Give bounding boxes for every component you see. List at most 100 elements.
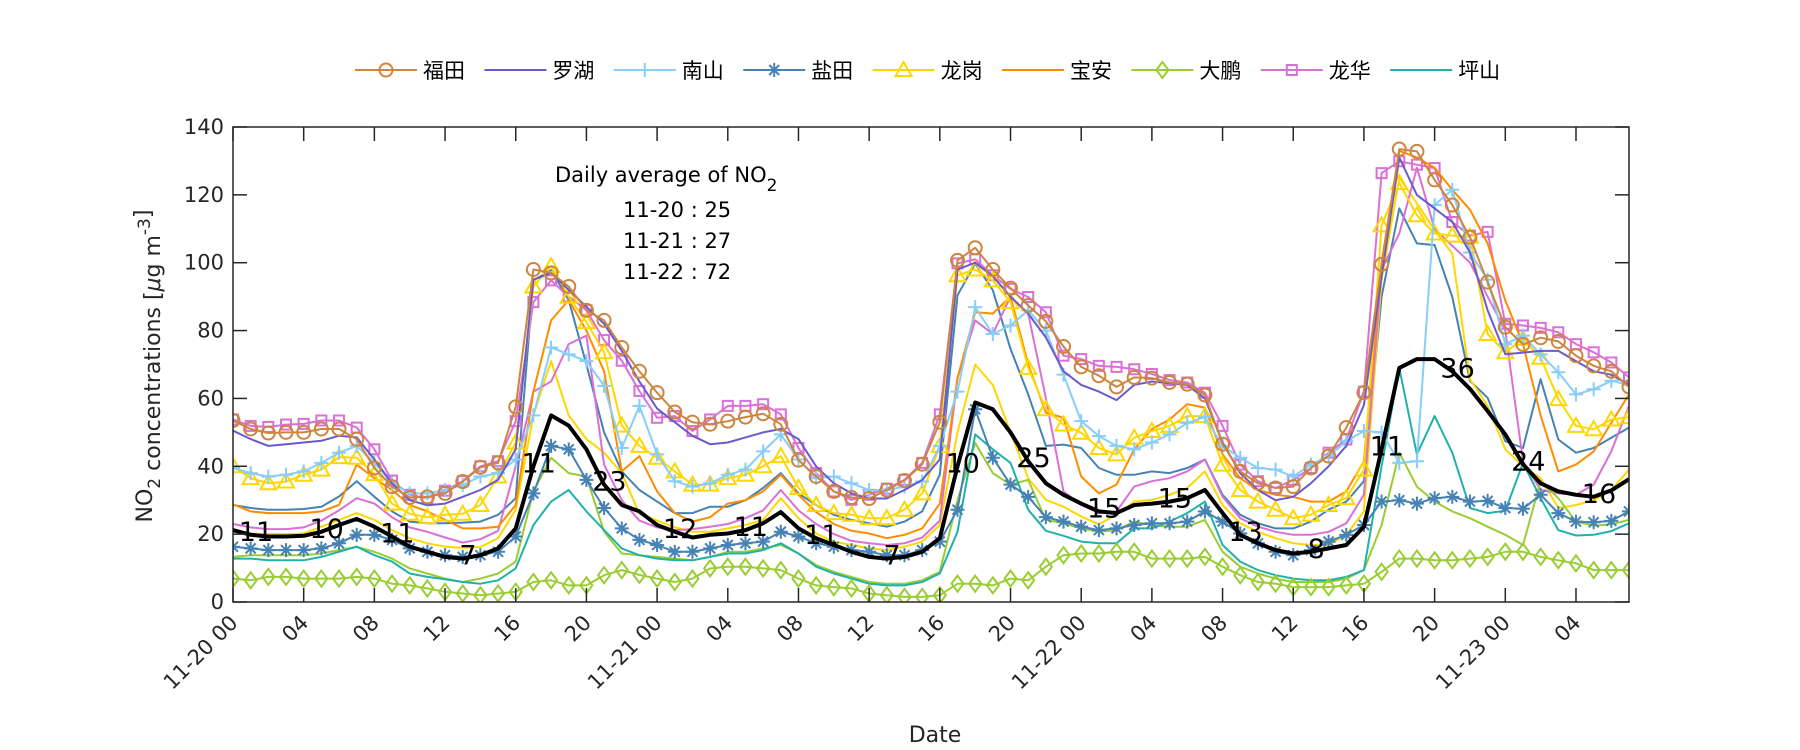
series-3-point — [809, 536, 824, 551]
series-7-point — [1552, 326, 1565, 339]
y-tick-label: 80 — [197, 319, 224, 343]
series-0-point — [596, 312, 612, 328]
series-3-point — [1498, 501, 1513, 516]
series-6-point — [261, 567, 276, 587]
series-4-point — [311, 459, 332, 477]
series-4-point — [488, 466, 508, 484]
series-0-point — [1621, 379, 1629, 395]
series-2-point — [1586, 382, 1601, 397]
series-4-line — [233, 182, 1629, 520]
legend-item: 坪山 — [1390, 59, 1500, 83]
series-2-point — [1604, 373, 1619, 388]
series-3-point — [1462, 494, 1477, 509]
x-tick-label: 11-23 00 — [1431, 611, 1515, 695]
series-6-point — [1498, 542, 1513, 562]
series-4-point — [1354, 459, 1374, 477]
series-4-point — [1566, 415, 1586, 433]
x-tick-label: 12 — [1267, 611, 1303, 647]
series-3-point — [756, 534, 771, 549]
series-7-point — [1110, 360, 1123, 373]
y-tick-label: 120 — [184, 183, 224, 207]
legend-label: 盐田 — [811, 59, 853, 83]
series-2-point — [561, 347, 576, 362]
series-2-point — [985, 326, 1000, 341]
series-4-point — [1106, 444, 1127, 462]
series-0-point — [1303, 460, 1319, 476]
series-0-point — [808, 468, 824, 484]
series-2-point — [597, 378, 612, 393]
series-6-point — [967, 574, 983, 594]
y-axis-label-part: -3 — [135, 218, 155, 235]
x-tick-label: 04 — [1550, 611, 1586, 647]
series-7-point — [827, 485, 840, 498]
series-6-point — [844, 578, 859, 599]
series-3-point — [597, 501, 612, 516]
series-3-point — [1604, 513, 1619, 528]
series-3-point — [1197, 504, 1212, 519]
x-tick-label: 20 — [1408, 611, 1444, 647]
series-3-point — [703, 541, 718, 556]
series-2-point — [243, 466, 258, 481]
series-0-point — [525, 262, 541, 277]
series-6-point — [233, 568, 241, 589]
series-3-point — [1021, 489, 1036, 504]
series-3-point — [614, 521, 629, 536]
series-2-point — [614, 440, 629, 455]
series-7-point — [1057, 349, 1070, 362]
annotation-line: 11-21 : 27 — [623, 229, 731, 253]
legend-label: 福田 — [423, 59, 465, 83]
y-tick-label: 100 — [184, 251, 224, 275]
series-7-point — [1022, 290, 1035, 303]
series-6-point — [1303, 577, 1319, 597]
series-3-point — [650, 538, 665, 552]
series-2-point — [703, 476, 718, 491]
series-2-point — [1127, 442, 1142, 457]
series-6-point — [1215, 557, 1230, 577]
series-4-point — [1036, 399, 1056, 417]
series-6-point — [950, 574, 965, 594]
series-2-point — [632, 398, 647, 413]
series-0-point — [402, 490, 418, 505]
x-tick-label: 11-22 00 — [1007, 611, 1091, 695]
series-6-point — [1604, 560, 1619, 580]
legend-item: 龙岗 — [872, 59, 983, 83]
series-7-point — [757, 398, 770, 411]
series-2-point — [1268, 462, 1283, 477]
series-4-point — [435, 504, 455, 522]
legend-marker-triangle-icon — [893, 59, 914, 77]
series-7-point — [1605, 356, 1618, 369]
series-2-point — [1445, 182, 1460, 197]
series-6-point — [384, 574, 400, 594]
y-axis-label-part: g m — [141, 235, 166, 277]
series-2-point — [1074, 414, 1089, 429]
average-point-label: 15 — [1087, 493, 1121, 524]
legend-marker-circle-icon — [378, 62, 394, 78]
series-2-point — [1197, 410, 1212, 425]
series-3-point — [1392, 493, 1407, 508]
series-0-point — [702, 416, 718, 432]
series-4-point — [1495, 342, 1516, 360]
series-4-point — [1530, 347, 1551, 365]
series-3-point — [508, 529, 523, 544]
series-6-point — [543, 570, 559, 590]
series-3-point — [1215, 514, 1230, 529]
series-2-point — [738, 462, 753, 477]
series-6-point — [1339, 575, 1354, 596]
series-4-point — [947, 265, 968, 283]
series-6-point — [1056, 545, 1071, 565]
series-6-point — [1533, 547, 1548, 567]
series-0-point — [1338, 420, 1354, 436]
average-point-label: 11 — [239, 517, 273, 548]
unlabeled-series-1-line — [233, 176, 1629, 552]
series-2-point — [650, 447, 665, 462]
series-4-point — [1089, 437, 1109, 455]
series-6-point — [791, 568, 806, 589]
y-tick-label: 20 — [197, 522, 224, 546]
series-0-point — [1109, 379, 1125, 395]
series-3-point — [1568, 514, 1583, 529]
series-0-point — [1497, 319, 1513, 335]
annotation-title: Daily average of NO2 — [555, 163, 777, 196]
series-4-point — [240, 468, 261, 486]
series-6-point — [473, 585, 488, 602]
